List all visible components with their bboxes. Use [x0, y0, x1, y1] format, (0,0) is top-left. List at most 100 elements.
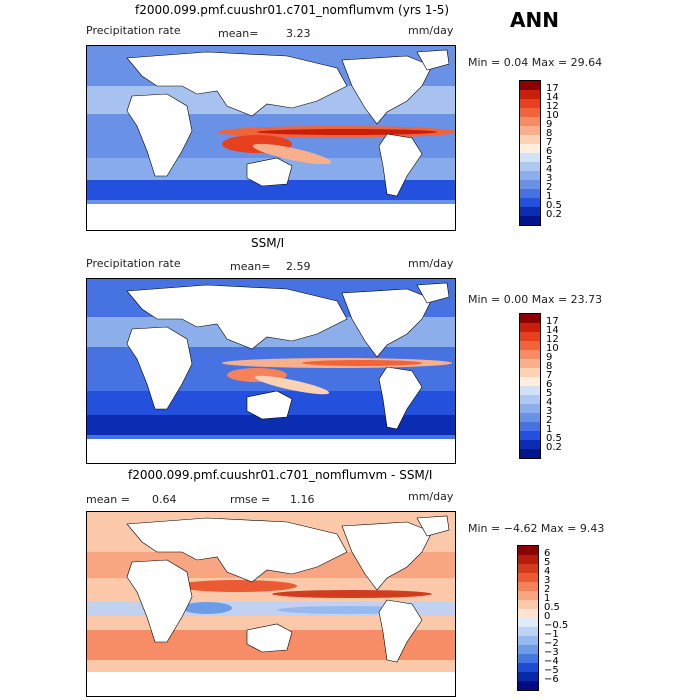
colorbar-swatch	[520, 341, 540, 350]
colorbar-swatch	[520, 386, 540, 395]
colorbar-swatch	[520, 171, 540, 180]
colorbar-swatch	[518, 546, 538, 555]
colorbar-tick-label: 0.5	[546, 433, 562, 444]
colorbar-tick-label: 14	[546, 92, 559, 103]
colorbar-tick-label: 3	[546, 406, 553, 417]
antarctica	[87, 672, 455, 696]
colorbar-swatch	[520, 368, 540, 377]
panel2-variable: Precipitation rate	[86, 257, 181, 270]
colorbar-tick-label: −2	[544, 638, 559, 649]
panel3-mean-label: mean =	[86, 493, 130, 506]
colorbar-tick-label: 10	[546, 110, 559, 121]
colorbar-tick-label: 0.5	[544, 602, 560, 613]
colorbar-tick-label: 0	[544, 611, 551, 622]
colorbar-swatch	[518, 609, 538, 618]
colorbar-swatch	[520, 117, 540, 126]
australia	[246, 623, 293, 653]
colorbar-swatch	[520, 404, 540, 413]
itcz-core	[257, 129, 437, 135]
colorbar-swatch	[520, 198, 540, 207]
colorbar-tick-label: 3	[546, 173, 553, 184]
panel3-map-svg	[87, 512, 455, 696]
colorbar-swatch	[520, 99, 540, 108]
colorbar-swatch	[520, 440, 540, 449]
colorbar-tick-label: 6	[546, 146, 553, 157]
panel2-min-max: Min = 0.00 Max = 23.73	[468, 293, 603, 306]
australia	[246, 390, 293, 420]
colorbar-tick-label: 0.2	[546, 209, 562, 220]
colorbar-swatch	[520, 144, 540, 153]
colorbar-tick-label: 6	[544, 548, 551, 559]
colorbar-swatch	[520, 216, 540, 225]
africa	[126, 326, 193, 410]
panel2-map-svg	[87, 279, 455, 463]
colorbar-tick-label: 9	[546, 119, 553, 130]
colorbar-tick-label: 14	[546, 325, 559, 336]
panel2-mean-value: 2.59	[286, 260, 311, 273]
spcz	[252, 143, 332, 165]
panel3-map	[86, 511, 456, 697]
colorbar-swatch	[518, 663, 538, 672]
colorbar-tick-label: 1	[546, 191, 553, 202]
south-america	[378, 366, 423, 430]
africa	[126, 93, 193, 177]
panel3-mean-value: 0.64	[152, 493, 177, 506]
itcz-core	[302, 360, 422, 366]
diff-warm-pool	[177, 580, 297, 592]
panel1-mean-label: mean=	[218, 27, 259, 40]
colorbar-swatch	[518, 591, 538, 600]
colorbar-swatch	[518, 564, 538, 573]
colorbar-tick-label: 6	[546, 379, 553, 390]
colorbar-swatch	[520, 189, 540, 198]
panel2-title: SSM/I	[251, 236, 285, 250]
colorbar-tick-label: 17	[546, 316, 559, 327]
colorbar-swatch	[518, 600, 538, 609]
colorbar-tick-label: 7	[546, 370, 553, 381]
colorbar-tick-label: 1	[544, 593, 551, 604]
colorbar-tick-label: 2	[546, 415, 553, 426]
colorbar-swatch	[520, 90, 540, 99]
colorbar-tick-label: −4	[544, 656, 559, 667]
colorbar-swatch	[520, 314, 540, 323]
panel1-mean-value: 3.23	[286, 27, 311, 40]
colorbar-tick-label: 4	[546, 164, 553, 175]
panel3-rmse-value: 1.16	[290, 493, 315, 506]
colorbar-tick-label: 12	[546, 101, 559, 112]
panel2-units: mm/day	[408, 257, 454, 270]
panel3-colorbar	[517, 545, 539, 691]
colorbar-tick-label: −6	[544, 674, 559, 685]
colorbar-swatch	[520, 332, 540, 341]
panel2-map	[86, 278, 456, 464]
colorbar-swatch	[518, 555, 538, 564]
panel3-rmse-label: rmse =	[230, 493, 271, 506]
panel3-title: f2000.099.pmf.cuushr01.c701_nomflumvm - …	[128, 468, 433, 482]
colorbar-tick-label: 8	[546, 128, 553, 139]
colorbar-swatch	[520, 359, 540, 368]
colorbar-tick-label: 3	[544, 575, 551, 586]
colorbar-swatch	[520, 449, 540, 458]
panel2-colorbar	[519, 313, 541, 459]
colorbar-swatch	[518, 672, 538, 681]
eurasia	[126, 51, 348, 117]
south-america	[378, 133, 423, 197]
southern-ocean	[87, 180, 455, 200]
colorbar-tick-label: 2	[546, 182, 553, 193]
panel1-title: f2000.099.pmf.cuushr01.c701_nomflumvm (y…	[135, 3, 450, 17]
diff-maritime	[182, 602, 232, 614]
colorbar-tick-label: −0.5	[544, 620, 569, 631]
africa	[126, 559, 193, 643]
colorbar-swatch	[518, 636, 538, 645]
colorbar-tick-label: 7	[546, 137, 553, 148]
colorbar-swatch	[520, 81, 540, 90]
colorbar-swatch	[518, 654, 538, 663]
colorbar-swatch	[518, 582, 538, 591]
eurasia	[126, 517, 348, 583]
colorbar-tick-label: 12	[546, 334, 559, 345]
colorbar-tick-label: 0.5	[546, 200, 562, 211]
panel1-map	[86, 45, 456, 231]
colorbar-tick-label: −5	[544, 665, 559, 676]
antarctica	[87, 439, 455, 463]
greenland	[416, 49, 450, 71]
colorbar-swatch	[518, 573, 538, 582]
colorbar-swatch	[520, 413, 540, 422]
